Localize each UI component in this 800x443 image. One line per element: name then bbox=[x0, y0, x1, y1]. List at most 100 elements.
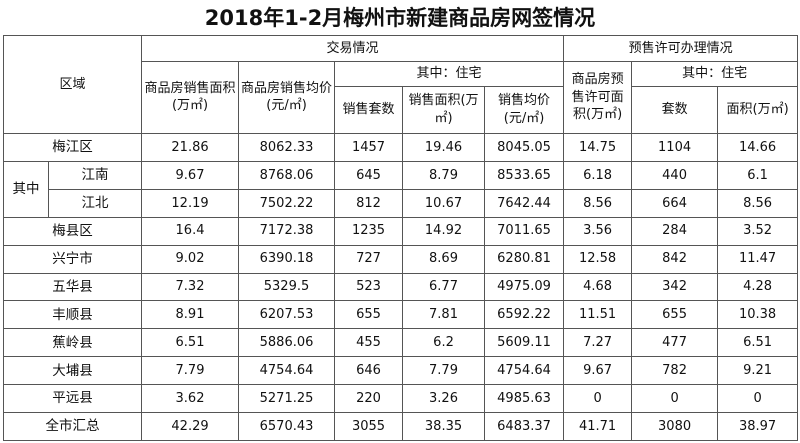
cell-res-units: 455 bbox=[334, 328, 404, 358]
cell-sales-area: 16.4 bbox=[141, 216, 240, 246]
cell-res-area: 14.92 bbox=[402, 216, 486, 246]
header-presale-residential: 其中：住宅 bbox=[631, 60, 799, 87]
cell-res-units: 655 bbox=[334, 300, 404, 330]
cell-presale-units: 782 bbox=[631, 356, 719, 386]
cell-res-price: 8533.65 bbox=[484, 161, 565, 190]
header-sales-area: 商品房销售面积(万㎡) bbox=[141, 60, 240, 135]
region-name: 全市汇总 bbox=[2, 412, 143, 441]
header-region: 区域 bbox=[2, 34, 143, 135]
cell-presale-area: 8.56 bbox=[563, 188, 633, 218]
cell-presale-units: 1104 bbox=[631, 133, 719, 163]
cell-res-area: 6.2 bbox=[402, 328, 486, 358]
table-row: 大埔县 7.79 4754.64 646 7.79 4754.64 9.67 7… bbox=[2, 356, 799, 386]
cell-presale-res-area: 6.51 bbox=[717, 328, 799, 358]
table-row: 梅江区 21.86 8062.33 1457 19.46 8045.05 14.… bbox=[2, 133, 799, 163]
cell-res-price: 6592.22 bbox=[484, 300, 565, 330]
cell-res-price: 8045.05 bbox=[484, 133, 565, 163]
cell-presale-units: 284 bbox=[631, 216, 719, 246]
cell-presale-area: 9.67 bbox=[563, 356, 633, 386]
group-label: 其中 bbox=[3, 161, 49, 218]
region-name: 平远县 bbox=[2, 384, 143, 414]
table-row: 兴宁市 9.02 6390.18 727 8.69 6280.81 12.58 … bbox=[2, 244, 799, 274]
cell-presale-units: 3080 bbox=[631, 412, 719, 441]
region-name: 蕉岭县 bbox=[2, 328, 143, 358]
cell-res-units: 727 bbox=[334, 244, 404, 274]
cell-avg-price: 8062.33 bbox=[238, 133, 336, 163]
cell-res-price: 7011.65 bbox=[484, 216, 565, 246]
cell-avg-price: 5271.25 bbox=[238, 384, 336, 414]
region-name: 兴宁市 bbox=[2, 244, 143, 274]
region-name: 梅县区 bbox=[2, 216, 143, 246]
header-presale-area: 商品房预售许可面积(万㎡) bbox=[563, 60, 633, 135]
cell-res-price: 4985.63 bbox=[484, 384, 565, 414]
cell-res-area: 6.77 bbox=[402, 272, 486, 302]
cell-res-price: 6280.81 bbox=[484, 244, 565, 274]
header-trade-group: 交易情况 bbox=[141, 35, 565, 62]
table-row: 蕉岭县 6.51 5886.06 455 6.2 5609.11 7.27 47… bbox=[2, 328, 799, 358]
cell-sales-area: 9.02 bbox=[141, 244, 240, 274]
cell-sales-area: 42.29 bbox=[141, 412, 240, 441]
cell-avg-price: 5886.06 bbox=[238, 328, 336, 358]
table-row: 丰顺县 8.91 6207.53 655 7.81 6592.22 11.51 … bbox=[2, 300, 799, 330]
cell-res-area: 7.79 bbox=[402, 356, 486, 386]
header-presale-group: 预售许可办理情况 bbox=[563, 35, 799, 62]
header-res-area: 销售面积(万㎡) bbox=[402, 85, 486, 135]
cell-presale-res-area: 6.1 bbox=[717, 161, 799, 190]
cell-res-units: 812 bbox=[334, 188, 404, 218]
cell-sales-area: 3.62 bbox=[141, 384, 240, 414]
cell-presale-res-area: 3.52 bbox=[717, 216, 799, 246]
sales-table: 区域 交易情况 预售许可办理情况 商品房销售面积(万㎡) 商品房销售均价(元/㎡… bbox=[2, 34, 799, 441]
table-row: 其中 江南 9.67 8768.06 645 8.79 8533.65 6.18… bbox=[3, 161, 799, 218]
cell-sales-area: 7.32 bbox=[141, 272, 240, 302]
cell-presale-res-area: 10.38 bbox=[717, 300, 799, 330]
table-row: 江北 12.19 7502.22 812 10.67 7642.44 8.56 … bbox=[4, 188, 799, 218]
cell-presale-units: 842 bbox=[631, 244, 719, 274]
table-row: 梅县区 16.4 7172.38 1235 14.92 7011.65 3.56… bbox=[2, 216, 799, 246]
cell-res-units: 645 bbox=[334, 161, 404, 190]
cell-res-price: 5609.11 bbox=[484, 328, 565, 358]
cell-presale-area: 4.68 bbox=[563, 272, 633, 302]
table-row: 五华县 7.32 5329.5 523 6.77 4975.09 4.68 34… bbox=[2, 272, 799, 302]
cell-avg-price: 8768.06 bbox=[238, 161, 336, 190]
cell-res-units: 1457 bbox=[334, 133, 404, 163]
cell-sales-area: 6.51 bbox=[141, 328, 240, 358]
table-row: 平远县 3.62 5271.25 220 3.26 4985.63 0 0 0 bbox=[2, 384, 799, 414]
header-avg-price: 商品房销售均价(元/㎡) bbox=[238, 60, 336, 135]
header-presale-res-area: 面积(万㎡) bbox=[717, 85, 799, 135]
region-name: 丰顺县 bbox=[2, 300, 143, 330]
header-res-price: 销售均价(元/㎡) bbox=[484, 85, 565, 135]
cell-avg-price: 4754.64 bbox=[238, 356, 336, 386]
cell-sales-area: 12.19 bbox=[141, 188, 240, 218]
region-name: 江北 bbox=[47, 188, 143, 218]
header-presale-units: 套数 bbox=[631, 85, 719, 135]
cell-res-area: 8.69 bbox=[402, 244, 486, 274]
region-name: 大埔县 bbox=[2, 356, 143, 386]
cell-res-units: 1235 bbox=[334, 216, 404, 246]
cell-presale-area: 6.18 bbox=[563, 161, 633, 190]
cell-res-area: 10.67 bbox=[402, 188, 486, 218]
cell-presale-area: 0 bbox=[563, 384, 633, 414]
cell-sales-area: 7.79 bbox=[141, 356, 240, 386]
cell-presale-units: 477 bbox=[631, 328, 719, 358]
region-name: 梅江区 bbox=[2, 133, 143, 163]
header-trade-residential: 其中：住宅 bbox=[334, 60, 565, 87]
region-name: 江南 bbox=[47, 161, 143, 190]
cell-res-area: 8.79 bbox=[402, 161, 486, 190]
cell-presale-area: 11.51 bbox=[563, 300, 633, 330]
cell-presale-area: 12.58 bbox=[563, 244, 633, 274]
cell-presale-res-area: 9.21 bbox=[717, 356, 799, 386]
cell-res-units: 646 bbox=[334, 356, 404, 386]
cell-res-area: 38.35 bbox=[402, 412, 486, 441]
cell-res-units: 523 bbox=[334, 272, 404, 302]
cell-presale-area: 3.56 bbox=[563, 216, 633, 246]
cell-presale-units: 664 bbox=[631, 188, 719, 218]
cell-res-price: 4975.09 bbox=[484, 272, 565, 302]
cell-presale-res-area: 11.47 bbox=[717, 244, 799, 274]
cell-presale-area: 7.27 bbox=[563, 328, 633, 358]
cell-res-area: 3.26 bbox=[402, 384, 486, 414]
cell-res-area: 19.46 bbox=[402, 133, 486, 163]
page-title: 2018年1-2月梅州市新建商品房网签情况 bbox=[204, 6, 596, 30]
cell-res-price: 4754.64 bbox=[484, 356, 565, 386]
cell-res-area: 7.81 bbox=[402, 300, 486, 330]
